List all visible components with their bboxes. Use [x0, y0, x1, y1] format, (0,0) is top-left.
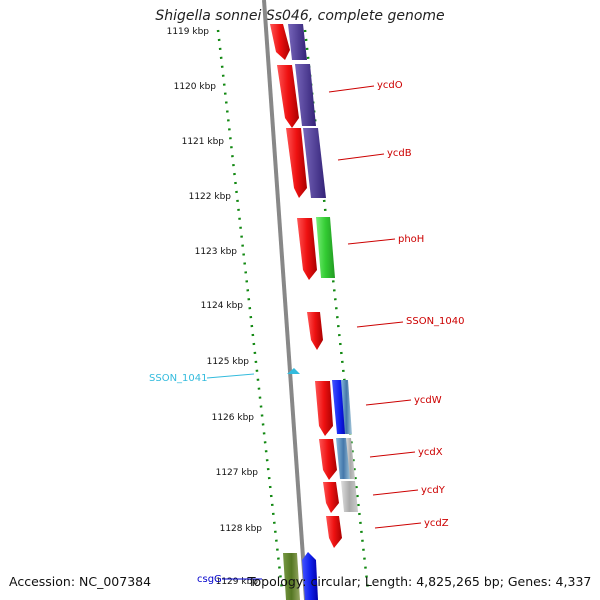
- genome-summary-text: Topology: circular; Length: 4,825,265 bp…: [248, 574, 592, 589]
- tick-label-group: 1119 kbp 1120 kbp 1121 kbp 1122 kbp 1123…: [167, 27, 263, 587]
- gene-label[interactable]: ycdZ: [424, 518, 449, 529]
- leader-line: [369, 451, 416, 458]
- tick-label: 1123 kbp: [195, 247, 238, 257]
- footer-bar: Accession: NC_007384 Topology: circular;…: [0, 574, 600, 592]
- gene-label[interactable]: SSON_1040: [406, 316, 465, 327]
- tick-label: 1126 kbp: [212, 413, 255, 423]
- tick-label: 1121 kbp: [182, 137, 225, 147]
- gene-box[interactable]: [341, 481, 358, 512]
- gene-arrow[interactable]: [297, 218, 317, 280]
- tick-label: 1124 kbp: [201, 301, 244, 311]
- leader-line: [356, 321, 404, 328]
- cds-track: [270, 24, 342, 548]
- leader-line: [365, 399, 412, 406]
- leader-line: [337, 153, 385, 161]
- gene-box[interactable]: [346, 438, 355, 479]
- gene-label[interactable]: ycdB: [387, 148, 412, 159]
- tick-label: 1127 kbp: [216, 468, 259, 478]
- gene-box[interactable]: [341, 380, 352, 434]
- gene-label[interactable]: ycdO: [377, 80, 403, 91]
- gene-arrow[interactable]: [307, 312, 323, 350]
- gene-box[interactable]: [288, 24, 307, 60]
- gene-box[interactable]: [316, 217, 335, 278]
- gene-arrow[interactable]: [270, 24, 290, 60]
- leader-line: [372, 489, 419, 496]
- leader-line: [206, 373, 255, 379]
- gene-label[interactable]: ycdX: [418, 447, 443, 458]
- gene-arrow[interactable]: [319, 439, 337, 480]
- gene-label[interactable]: ycdW: [414, 395, 442, 406]
- gene-box[interactable]: [283, 553, 300, 600]
- gene-arrow[interactable]: [323, 482, 339, 513]
- feature-marker[interactable]: [287, 368, 300, 374]
- leader-line: [374, 522, 422, 529]
- leader-line: [328, 85, 375, 93]
- tick-label: 1128 kbp: [220, 524, 263, 534]
- gene-box[interactable]: [303, 128, 326, 198]
- gene-box[interactable]: [295, 64, 316, 126]
- gene-label[interactable]: phoH: [398, 234, 424, 245]
- gene-arrow[interactable]: [277, 65, 299, 128]
- tick-label: 1125 kbp: [207, 357, 250, 367]
- leader-line: [347, 238, 396, 245]
- gene-label[interactable]: ycdY: [421, 485, 446, 496]
- label-leaders: [206, 85, 422, 580]
- gc-track-inner: [216, 29, 284, 591]
- tick-label: 1120 kbp: [174, 82, 217, 92]
- gc-track-outer: [303, 29, 370, 591]
- tick-label: 1119 kbp: [167, 27, 210, 37]
- gene-arrow[interactable]: [326, 516, 342, 548]
- gene-label[interactable]: csgG: [197, 574, 222, 585]
- genome-backbone: [262, 0, 308, 600]
- tick-label: 1129 kbp: [216, 577, 259, 587]
- gene-arrow[interactable]: [302, 552, 318, 600]
- tick-label: 1122 kbp: [189, 192, 232, 202]
- gene-arrow[interactable]: [286, 128, 307, 198]
- gene-label[interactable]: SSON_1041: [149, 373, 208, 384]
- gene-arrow[interactable]: [315, 381, 333, 436]
- gene-label-group: ycdO ycdB phoH SSON_1040 SSON_1041 ycdW …: [149, 80, 465, 585]
- cog-track: [283, 24, 358, 600]
- map-title: Shigella sonnei Ss046, complete genome: [155, 8, 445, 24]
- accession-text: Accession: NC_007384: [9, 574, 152, 589]
